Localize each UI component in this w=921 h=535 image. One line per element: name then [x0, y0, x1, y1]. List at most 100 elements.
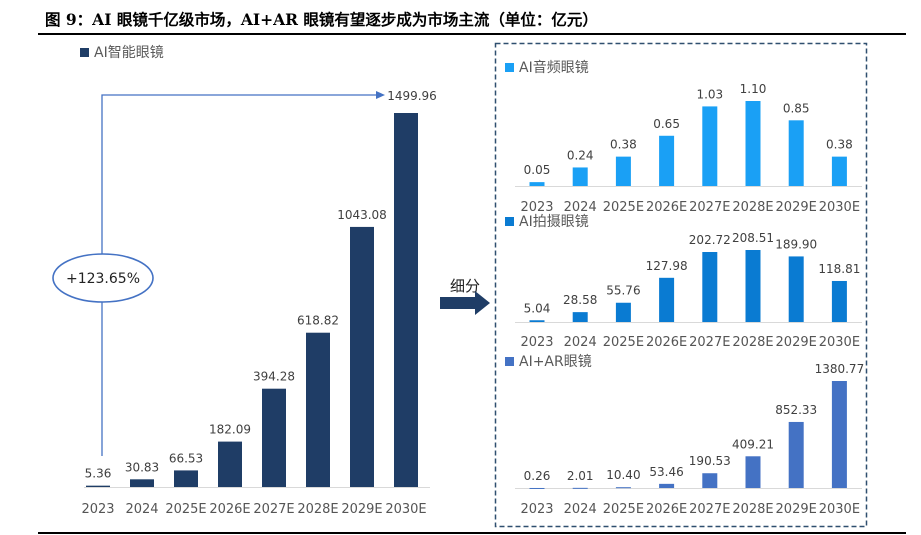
bar-2026E [659, 277, 675, 322]
bar-2023 [529, 320, 545, 322]
tick-label: 2028E [732, 200, 773, 215]
data-label: 1380.77 [815, 362, 865, 376]
tick-label: 2028E [297, 502, 338, 517]
bar-2028E [745, 456, 761, 488]
data-label: 5.04 [524, 301, 551, 315]
tick-label: 2024 [564, 502, 597, 517]
legend-swatch [505, 357, 514, 366]
bar-2030E [831, 381, 847, 488]
breakdown-label: 细分 [450, 277, 480, 295]
bar-2026E [659, 483, 675, 488]
data-label: 127.98 [646, 259, 688, 273]
data-label: 1499.96 [387, 89, 437, 103]
bar-2025E [615, 487, 631, 489]
bar-2024 [130, 479, 154, 487]
tick-label: 2025E [603, 502, 644, 517]
data-label: 0.65 [653, 117, 680, 131]
tick-label: 2024 [125, 502, 158, 517]
title-rule [38, 33, 906, 35]
bar-2025E [174, 470, 198, 487]
data-label: 0.26 [524, 469, 551, 483]
tick-label: 2026E [209, 502, 250, 517]
data-label: 1.03 [696, 87, 723, 101]
bar-2027E [702, 251, 718, 322]
bar-2029E [788, 256, 804, 322]
tick-label: 2024 [564, 200, 597, 215]
data-label: 1043.08 [337, 208, 387, 222]
legend-swatch [505, 217, 514, 226]
bar-2023 [529, 182, 545, 186]
data-label: 852.33 [775, 403, 817, 417]
growth-arrowhead-icon [376, 91, 385, 99]
tick-label: 2029E [776, 200, 817, 215]
data-label: 0.38 [826, 138, 853, 152]
legend-label: AI拍摄眼镜 [519, 214, 589, 230]
bottom-rule [38, 532, 906, 534]
tick-label: 2027E [253, 502, 294, 517]
bar-2025E [615, 156, 631, 186]
data-label: 189.90 [775, 237, 817, 251]
tick-label: 2028E [732, 502, 773, 517]
bar-2028E [306, 332, 330, 487]
data-label: 55.76 [606, 284, 640, 298]
data-label: 0.05 [524, 163, 551, 177]
data-label: 618.82 [297, 314, 339, 328]
legend-swatch [505, 63, 514, 72]
growth-bracket-line [101, 94, 378, 456]
bar-2026E [659, 135, 675, 186]
bar-2030E [831, 280, 847, 322]
data-label: 118.81 [818, 262, 860, 276]
data-label: 0.85 [783, 101, 810, 115]
data-label: 0.24 [567, 148, 594, 162]
figure-title: 图 9：AI 眼镜千亿级市场，AI+AR 眼镜有望逐步成为市场主流（单位：亿元） [45, 10, 598, 29]
growth-label: +123.65% [66, 271, 140, 287]
tick-label: 2030E [819, 335, 860, 350]
bar-2030E [831, 156, 847, 186]
tick-label: 2023 [520, 502, 553, 517]
data-label: 30.83 [125, 460, 159, 474]
legend-label: AI智能眼镜 [94, 45, 164, 61]
data-label: 182.09 [209, 423, 251, 437]
legend-label: AI+AR眼镜 [519, 354, 592, 370]
bar-2028E [745, 250, 761, 322]
tick-label: 2024 [564, 335, 597, 350]
bar-2024 [572, 312, 588, 322]
data-label: 5.36 [85, 467, 112, 481]
data-label: 28.58 [563, 293, 597, 307]
tick-label: 2025E [603, 200, 644, 215]
data-label: 409.21 [732, 437, 774, 451]
tick-label: 2028E [732, 335, 773, 350]
tick-label: 2030E [819, 200, 860, 215]
tick-label: 2029E [776, 335, 817, 350]
bar-2025E [615, 302, 631, 322]
tick-label: 2029E [776, 502, 817, 517]
bar-2024 [572, 167, 588, 186]
bar-2029E [350, 226, 374, 487]
legend-label: AI音频眼镜 [519, 59, 589, 76]
bar-2026E [218, 441, 242, 487]
data-label: 10.40 [606, 468, 640, 482]
tick-label: 2026E [646, 200, 687, 215]
tick-label: 2026E [646, 502, 687, 517]
tick-label: 2027E [689, 200, 730, 215]
data-label: 2.01 [567, 469, 594, 483]
bar-2023 [529, 487, 545, 489]
bar-2029E [788, 421, 804, 488]
bar-2029E [788, 120, 804, 186]
data-label: 66.53 [169, 451, 203, 465]
tick-label: 2025E [165, 502, 206, 517]
bar-2027E [262, 388, 286, 487]
bar-2027E [702, 106, 718, 186]
legend-swatch [80, 48, 89, 57]
tick-label: 2023 [520, 200, 553, 215]
breakdown-arrow-icon [440, 291, 490, 315]
data-label: 0.38 [610, 138, 637, 152]
data-label: 394.28 [253, 370, 295, 384]
bar-2024 [572, 487, 588, 489]
data-label: 53.46 [649, 465, 683, 479]
tick-label: 2026E [646, 335, 687, 350]
data-label: 202.72 [689, 233, 731, 247]
tick-label: 2023 [81, 502, 114, 517]
bar-2030E [394, 113, 418, 487]
